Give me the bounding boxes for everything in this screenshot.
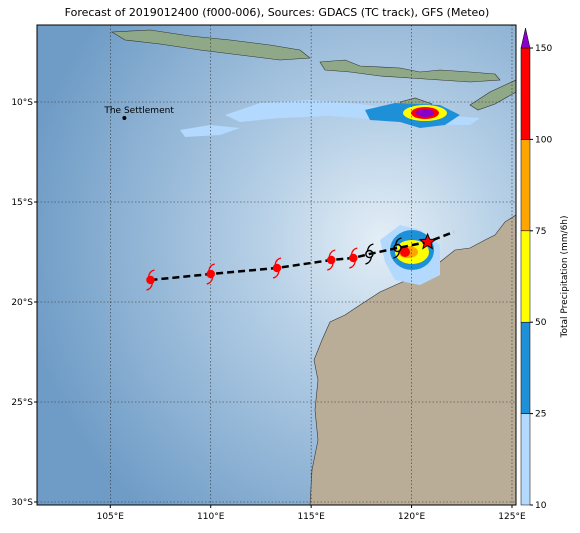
cyclone-core — [274, 265, 281, 272]
cyclone-core — [350, 255, 357, 262]
colorbar-tick-label: 75 — [535, 227, 546, 237]
colorbar-bin — [521, 139, 530, 230]
cyclone-core — [207, 271, 214, 278]
title: Forecast of 2019012400 (f000-006), Sourc… — [65, 6, 490, 19]
colorbar-bin — [521, 414, 530, 505]
lon-tick-label: 120°E — [398, 512, 426, 522]
precip-blob — [416, 109, 434, 117]
colorbar-tick-label: 25 — [535, 410, 546, 420]
lat-tick-label: 20°S — [11, 298, 33, 308]
lat-tick-label: 15°S — [11, 198, 33, 208]
colorbar-bin — [521, 231, 530, 322]
colorbar-extend — [521, 28, 530, 48]
lat-tick-label: 10°S — [11, 98, 33, 108]
colorbar-tick-label: 10 — [535, 501, 547, 511]
place-label: The Settlement — [103, 106, 174, 116]
colorbar-bin — [521, 322, 530, 413]
lat-tick-label: 25°S — [11, 398, 33, 408]
map-area: The Settlement — [37, 25, 516, 505]
colorbar-tick-label: 150 — [535, 44, 552, 54]
lon-tick-label: 125°E — [498, 512, 526, 522]
lon-tick-label: 105°E — [97, 512, 125, 522]
lat-tick-label: 30°S — [11, 498, 33, 508]
colorbar-tick-label: 50 — [535, 318, 547, 328]
place-dot — [122, 116, 126, 120]
colorbar-bin — [521, 48, 530, 139]
lon-tick-label: 110°E — [197, 512, 225, 522]
colorbar-label: Total Precipitation (mm/6h) — [560, 215, 570, 338]
cyclone-core — [328, 257, 335, 264]
cyclone-core — [147, 277, 154, 284]
colorbar-tick-label: 100 — [535, 135, 552, 145]
lon-tick-label: 115°E — [297, 512, 325, 522]
